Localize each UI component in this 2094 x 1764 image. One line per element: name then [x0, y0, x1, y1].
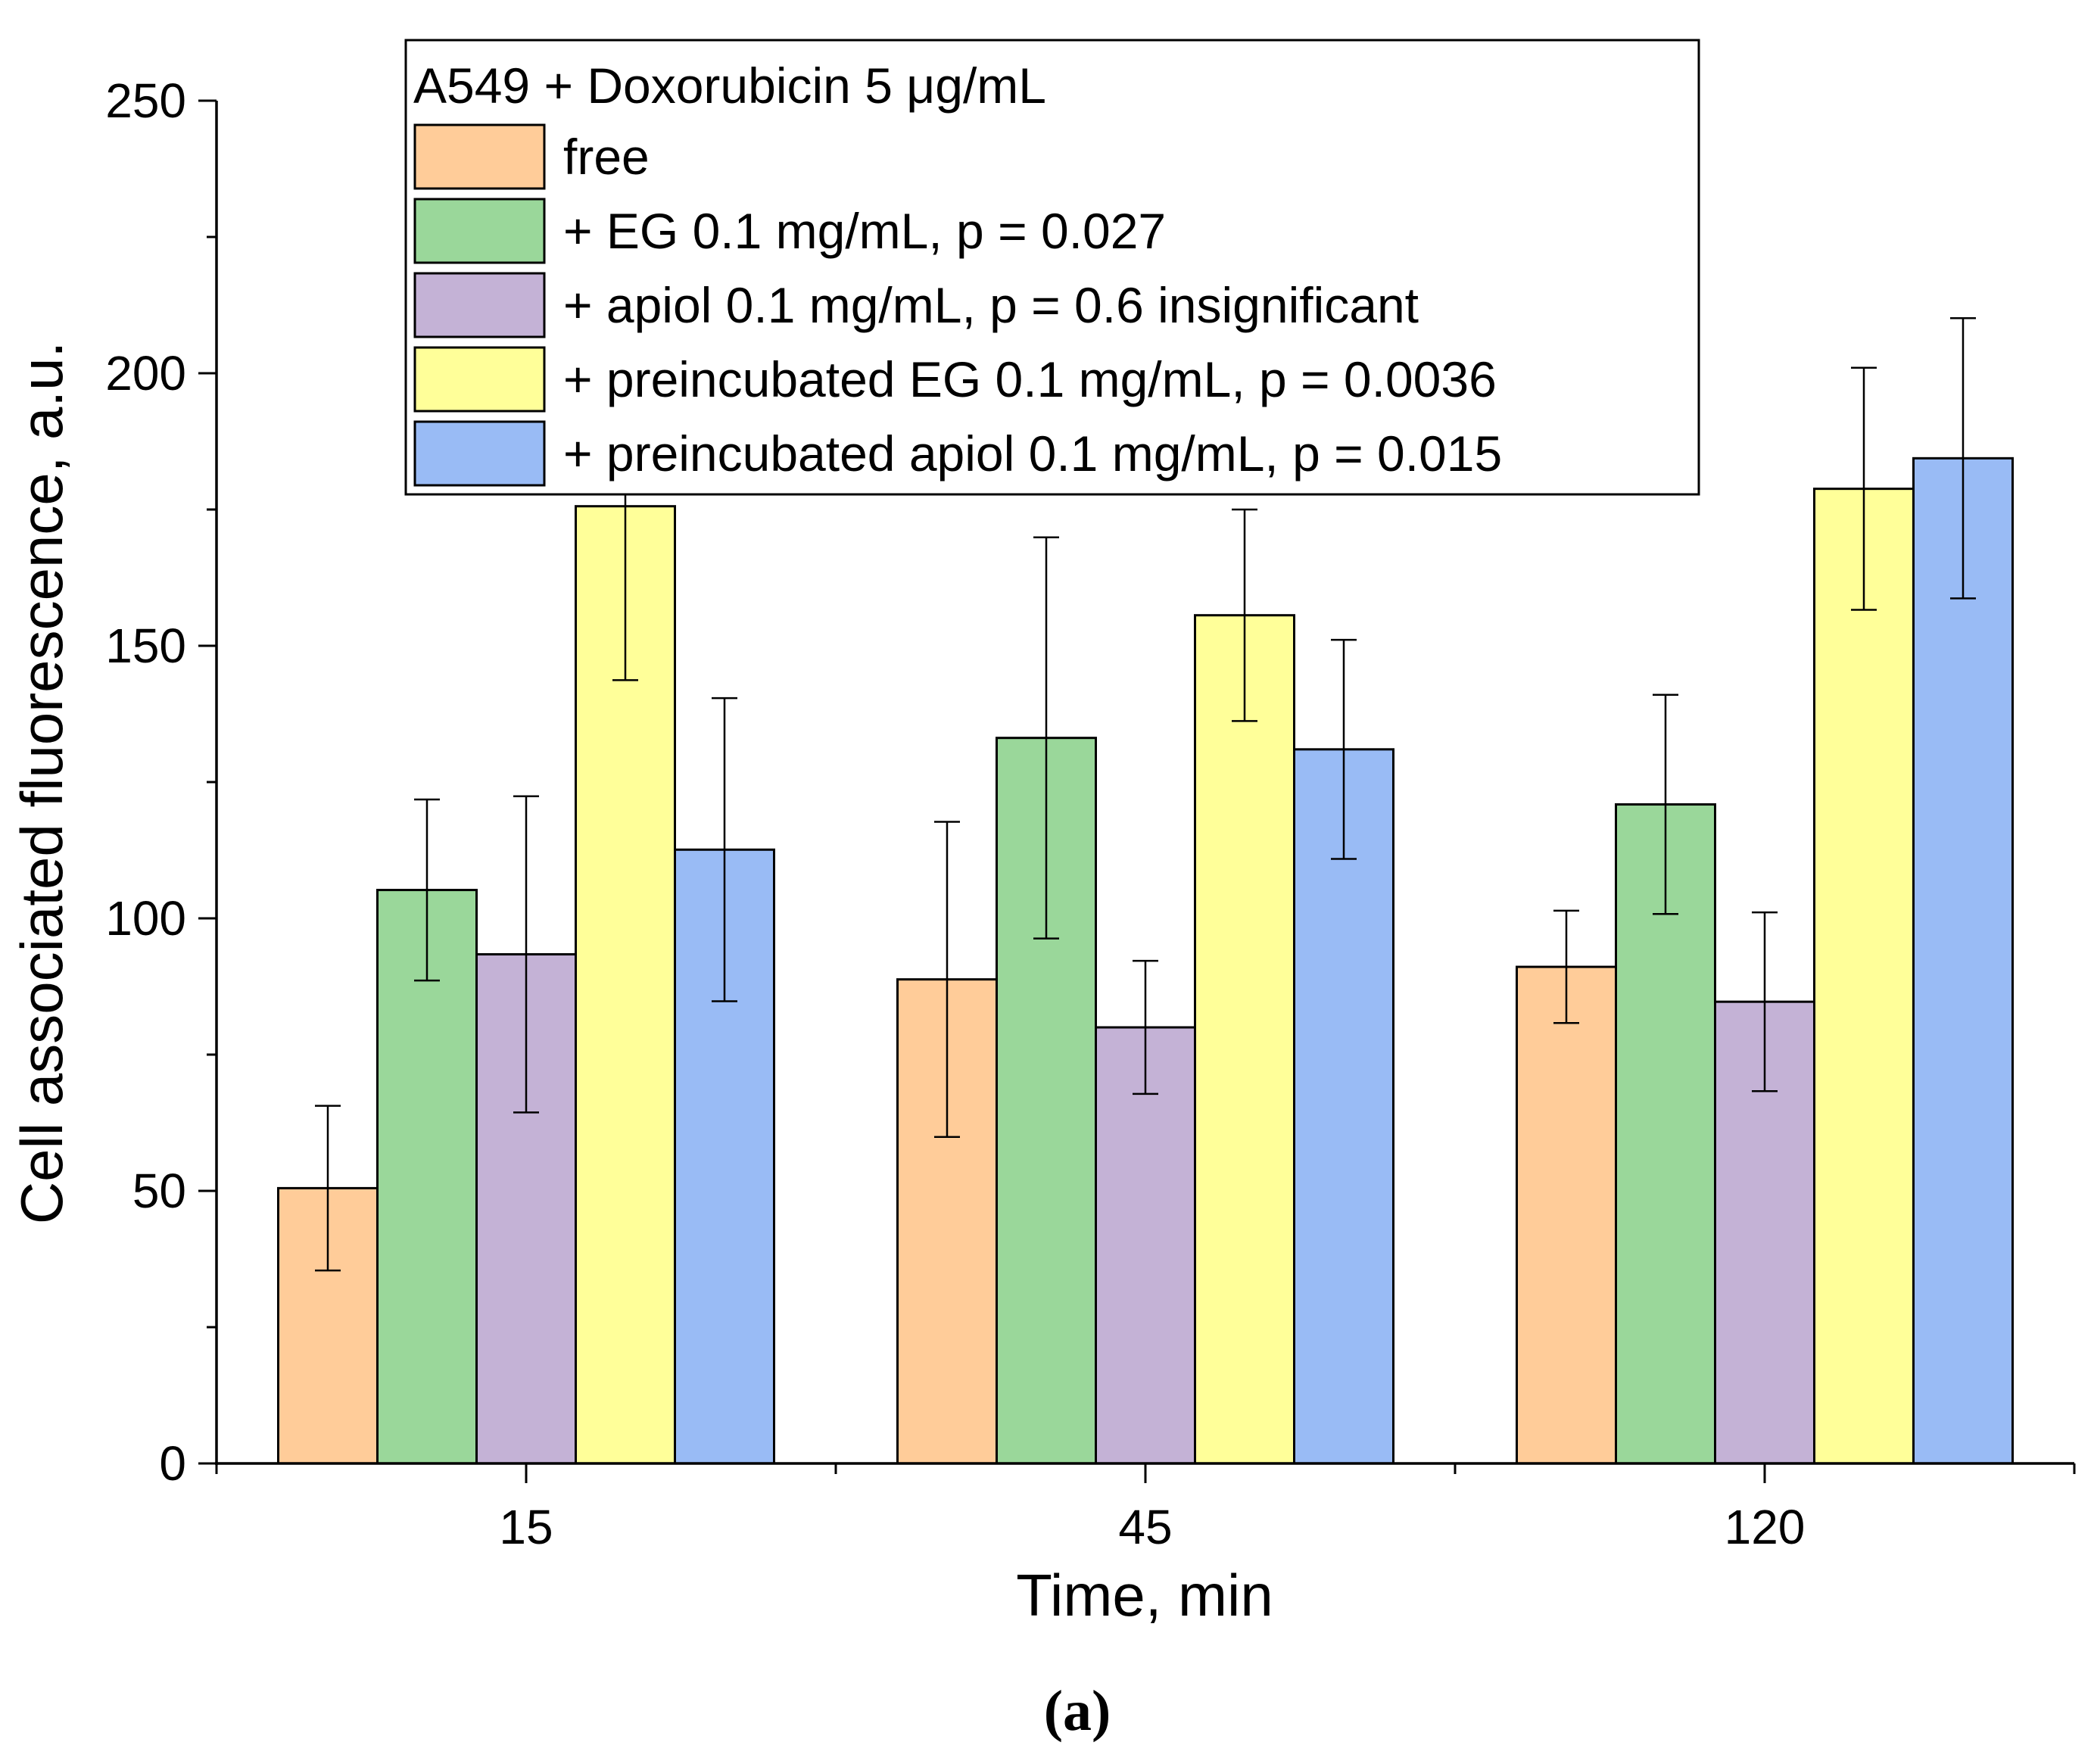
- error-bar: [513, 795, 539, 1114]
- error-bar: [712, 697, 737, 1002]
- y-tick-label: 0: [159, 1436, 186, 1491]
- axes: 0 50 100 150 200 250 15 45 120: [105, 73, 2076, 1554]
- y-tick-label: 200: [105, 346, 186, 400]
- legend-box: [404, 39, 1700, 496]
- x-tick-label: 120: [1725, 1500, 1806, 1554]
- error-bar: [1752, 911, 1778, 1092]
- legend-label: + EG 0.1 mg/mL, p = 0.027: [563, 203, 1166, 259]
- error-bar: [1232, 508, 1257, 722]
- legend-label: free: [563, 129, 650, 185]
- bar: [1813, 488, 1915, 1465]
- legend: A549 + Doxorubicin 5 μg/mL free + EG 0.1 …: [404, 39, 1700, 496]
- y-tick-label: 150: [105, 619, 186, 673]
- legend-swatch: [413, 123, 546, 190]
- y-axis-label: Cell associated fluorescence, a.u.: [8, 341, 75, 1224]
- x-axis-label: Time, min: [1016, 1562, 1273, 1628]
- legend-label: + preincubated EG 0.1 mg/mL, p = 0.0036: [563, 351, 1497, 407]
- legend-title: A549 + Doxorubicin 5 μg/mL: [413, 58, 1046, 114]
- legend-item: + preincubated EG 0.1 mg/mL, p = 0.0036: [413, 346, 1497, 413]
- legend-item: free: [413, 123, 650, 190]
- legend-swatch: [413, 346, 546, 413]
- bar: [376, 889, 478, 1465]
- legend-items: free + EG 0.1 mg/mL, p = 0.027 + apiol 0.1…: [413, 123, 1502, 487]
- legend-item: + preincubated apiol 0.1 mg/mL, p = 0.01…: [413, 420, 1502, 487]
- y-tick-label: 100: [105, 891, 186, 946]
- y-tick-label: 250: [105, 73, 186, 128]
- bar: [1912, 457, 2014, 1465]
- bar: [1516, 965, 1617, 1465]
- error-bar: [315, 1105, 341, 1272]
- legend-swatch: [413, 272, 546, 338]
- error-bar: [1033, 536, 1059, 940]
- error-bar: [1950, 317, 1976, 600]
- bar: [1095, 1026, 1196, 1465]
- bar: [1194, 614, 1295, 1465]
- legend-swatch: [413, 420, 546, 487]
- error-bar: [1331, 638, 1357, 860]
- y-tick-label: 50: [132, 1164, 186, 1218]
- error-bar: [414, 798, 440, 982]
- error-bar: [934, 821, 960, 1138]
- error-bar: [1653, 693, 1678, 915]
- legend-label: + apiol 0.1 mg/mL, p = 0.6 insignificant: [563, 277, 1419, 333]
- error-bar: [1133, 959, 1158, 1095]
- x-tick-label: 45: [1118, 1500, 1172, 1554]
- error-bar: [1851, 366, 1877, 611]
- legend-label: + preincubated apiol 0.1 mg/mL, p = 0.01…: [563, 425, 1502, 482]
- legend-item: + apiol 0.1 mg/mL, p = 0.6 insignificant: [413, 272, 1419, 338]
- x-tick-label: 15: [499, 1500, 553, 1554]
- error-bar: [1553, 909, 1579, 1024]
- legend-swatch: [413, 198, 546, 264]
- figure-caption: (a): [1044, 1679, 1111, 1743]
- legend-item: + EG 0.1 mg/mL, p = 0.027: [413, 198, 1166, 264]
